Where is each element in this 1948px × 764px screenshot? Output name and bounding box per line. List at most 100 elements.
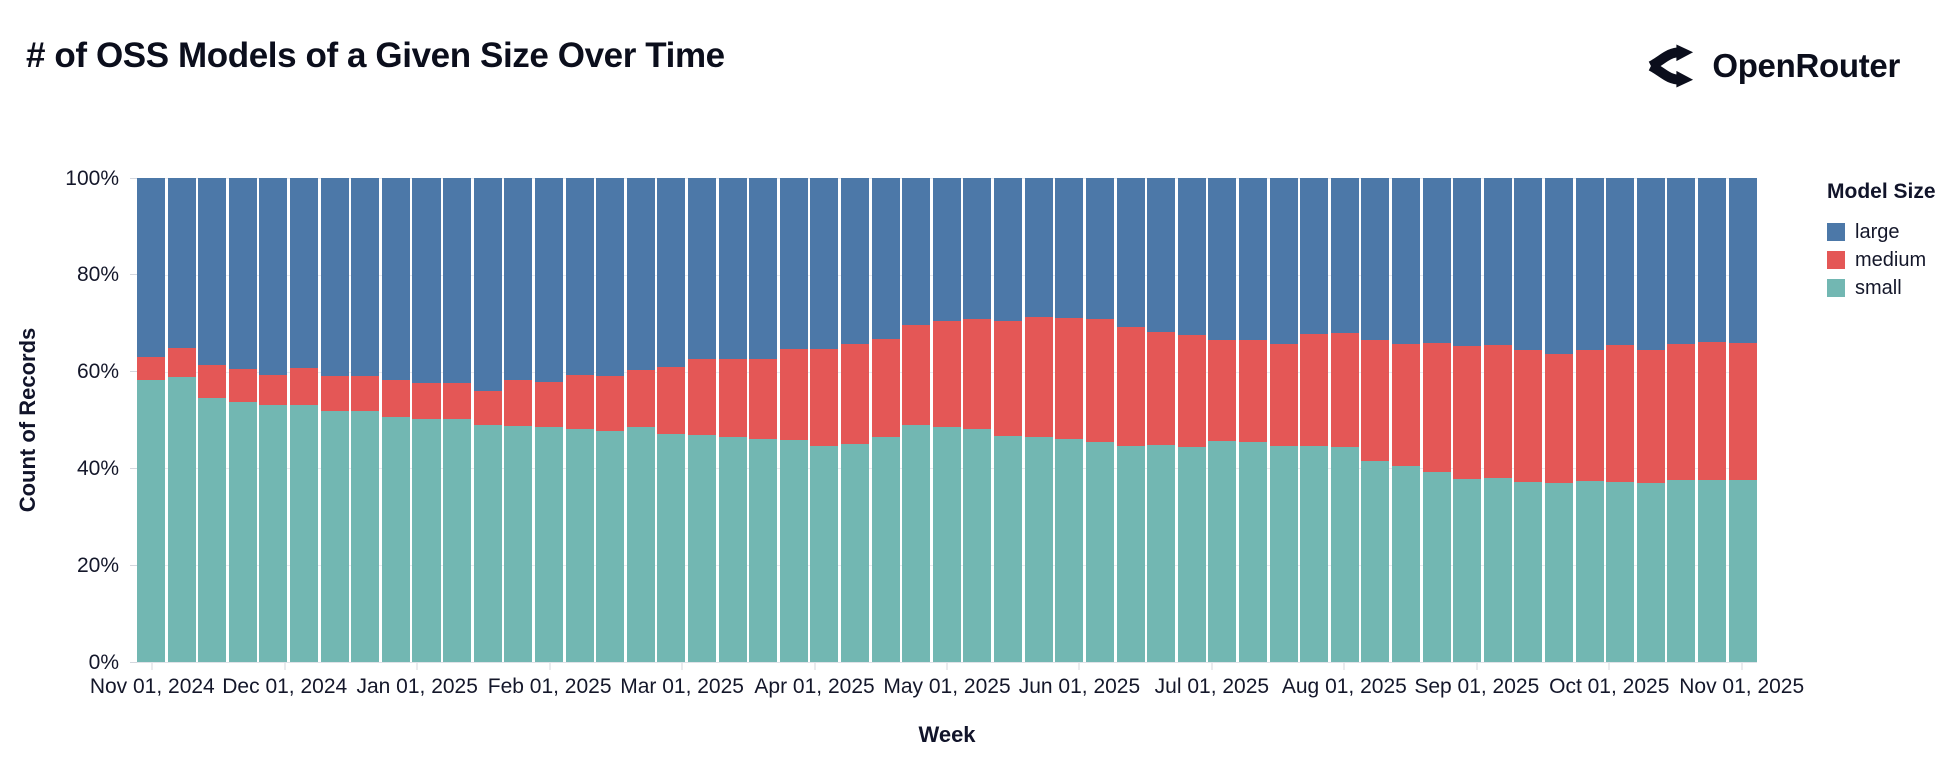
- bar-segment-large: [1728, 178, 1757, 344]
- bar-segment-medium: [534, 381, 563, 427]
- bar-segment-small: [1606, 482, 1635, 662]
- bar-segment-large: [167, 178, 196, 349]
- x-tick-mark: [1741, 663, 1743, 670]
- bar-segment-small: [1208, 440, 1237, 662]
- bar-segment-large: [841, 178, 870, 345]
- bar-segment-small: [1514, 482, 1543, 662]
- bar-week-50: [1636, 178, 1665, 662]
- x-tick-label: May 01, 2025: [883, 675, 1011, 698]
- bar-segment-medium: [871, 338, 900, 437]
- bar-week-39: [1300, 178, 1329, 662]
- bar-segment-medium: [1453, 346, 1482, 480]
- bar-segment-large: [1024, 178, 1053, 317]
- bar-segment-small: [1177, 447, 1206, 662]
- bar-segment-small: [718, 436, 747, 662]
- legend-item-label: small: [1855, 276, 1902, 299]
- x-tick-mark: [151, 663, 153, 670]
- bar-segment-medium: [994, 320, 1023, 437]
- y-tick-label: 20%: [76, 553, 119, 577]
- x-tick-label: Jul 01, 2025: [1154, 675, 1270, 698]
- bar-segment-small: [871, 436, 900, 662]
- bar-segment-medium: [473, 391, 502, 426]
- bar-segment-large: [810, 178, 839, 350]
- bar-week-46: [1514, 178, 1543, 662]
- legend-item-label: medium: [1855, 248, 1927, 271]
- bar-segment-small: [1545, 482, 1574, 662]
- bar-week-48: [1575, 178, 1604, 662]
- bar-week-37: [1238, 178, 1267, 662]
- bar-segment-large: [228, 178, 257, 370]
- bar-week-36: [1208, 178, 1237, 662]
- bar-week-15: [565, 178, 594, 662]
- bar-week-43: [1422, 178, 1451, 662]
- bar-segment-small: [1575, 481, 1604, 662]
- x-tick-label: Nov 01, 2025: [1679, 675, 1805, 698]
- x-tick-mark: [1608, 663, 1610, 670]
- bar-segment-small: [810, 446, 839, 662]
- bar-segment-small: [1055, 438, 1084, 662]
- bar-week-51: [1667, 178, 1696, 662]
- x-tick-mark: [681, 663, 683, 670]
- bar-week-13: [504, 178, 533, 662]
- bar-segment-medium: [1483, 345, 1512, 479]
- y-tick-mark: [130, 274, 137, 276]
- bar-segment-small: [1483, 478, 1512, 662]
- bar-segment-medium: [1361, 339, 1390, 462]
- bar-segment-large: [1698, 178, 1727, 343]
- bar-segment-small: [259, 405, 288, 662]
- bar-segment-small: [1422, 472, 1451, 662]
- bar-segment-medium: [1208, 340, 1237, 441]
- bar-segment-small: [1269, 446, 1298, 662]
- bar-segment-large: [504, 178, 533, 380]
- bar-segment-small: [473, 425, 502, 662]
- bar-segment-medium: [1024, 316, 1053, 437]
- bar-segment-medium: [718, 358, 747, 437]
- bar-segment-small: [749, 438, 778, 662]
- bar-segment-large: [687, 178, 716, 359]
- bar-segment-medium: [749, 359, 778, 439]
- bar-segment-large: [1575, 178, 1604, 351]
- bar-segment-small: [1147, 444, 1176, 662]
- bar-segment-small: [443, 418, 472, 662]
- bar-segment-medium: [1238, 339, 1267, 443]
- bar-segment-small: [596, 431, 625, 662]
- bar-segment-large: [596, 178, 625, 377]
- bar-segment-large: [657, 178, 686, 367]
- bar-segment-medium: [381, 380, 410, 418]
- bar-segment-small: [1636, 483, 1665, 662]
- bar-segment-large: [718, 178, 747, 359]
- bar-week-1: [137, 178, 166, 662]
- y-tick-label: 80%: [76, 263, 119, 287]
- bar-segment-medium: [137, 357, 166, 381]
- bar-segment-medium: [1085, 318, 1114, 443]
- bar-segment-medium: [779, 349, 808, 440]
- bar-segment-large: [1606, 178, 1635, 346]
- bar-segment-medium: [1636, 349, 1665, 484]
- bar-segment-small: [1361, 461, 1390, 662]
- bar-segment-large: [1269, 178, 1298, 344]
- bar-segment-small: [167, 377, 196, 662]
- legend-item-small: small: [1827, 274, 1948, 302]
- bar-week-10: [412, 178, 441, 662]
- bar-week-21: [749, 178, 778, 662]
- bar-segment-large: [932, 178, 961, 321]
- x-tick-mark: [549, 663, 551, 670]
- bar-segment-medium: [810, 349, 839, 447]
- bar-week-27: [932, 178, 961, 662]
- bar-week-47: [1545, 178, 1574, 662]
- bar-segment-medium: [626, 370, 655, 427]
- bar-week-9: [381, 178, 410, 662]
- x-axis-baseline: [137, 662, 1757, 663]
- x-tick-mark: [1211, 663, 1213, 670]
- bar-week-25: [871, 178, 900, 662]
- x-tick-mark: [1343, 663, 1345, 670]
- x-tick-label: Mar 01, 2025: [620, 675, 744, 698]
- bar-segment-large: [1422, 178, 1451, 344]
- bar-segment-large: [994, 178, 1023, 321]
- bar-week-31: [1055, 178, 1084, 662]
- x-tick-label: Jun 01, 2025: [1018, 675, 1141, 698]
- bar-week-44: [1453, 178, 1482, 662]
- bar-segment-small: [1453, 479, 1482, 662]
- bar-week-7: [320, 178, 349, 662]
- bar-segment-large: [534, 178, 563, 382]
